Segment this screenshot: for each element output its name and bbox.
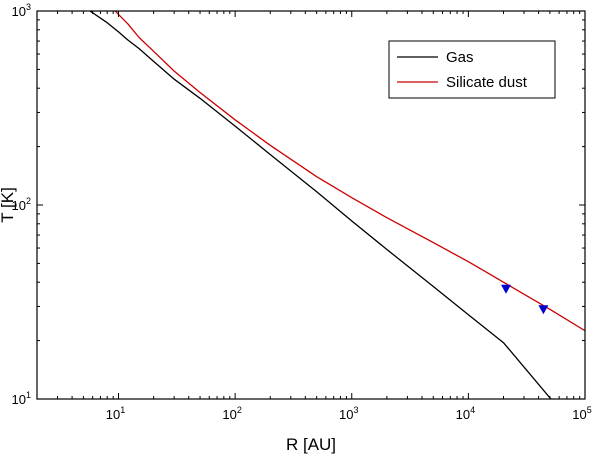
y-tick-label-exp: 3 [26,2,31,12]
marker-triangle-1 [501,284,511,294]
x-tick-label-base: 10 [456,407,470,422]
x-tick-label: 101 [106,405,125,422]
x-tick-label-exp: 5 [587,405,592,415]
series-line-silicate-dust [114,11,585,332]
y-tick-label: 103 [12,2,31,19]
x-tick-label-exp: 3 [353,405,358,415]
x-tick-label: 102 [222,405,241,422]
x-axis-label: R [AU] [286,435,336,454]
series-layer [89,11,585,399]
x-tick-label-base: 10 [106,407,120,422]
y-tick-label: 102 [12,196,31,213]
x-tick-label-base: 10 [572,407,586,422]
y-tick-label-base: 10 [12,392,26,407]
y-axis-label: T [K] [0,187,17,223]
x-tick-label: 104 [456,405,475,422]
series-line-gas [89,11,552,399]
x-tick-label: 103 [339,405,358,422]
x-tick-label-exp: 1 [120,405,125,415]
y-tick-label-exp: 1 [26,390,31,400]
y-tick-label-base: 10 [12,198,26,213]
x-tick-label-exp: 4 [470,405,475,415]
x-tick-label-base: 10 [222,407,236,422]
legend: Gas Silicate dust [388,40,556,99]
marker-triangle-2 [538,305,549,315]
legend-label-silicate-dust: Silicate dust [446,74,528,91]
marker-layer [501,284,549,315]
x-tick-label: 105 [572,405,591,422]
legend-label-gas: Gas [446,49,474,66]
x-tick-label-exp: 2 [237,405,242,415]
x-tick-label-base: 10 [339,407,353,422]
y-tick-label-exp: 2 [26,196,31,206]
legend-box [388,40,556,99]
y-tick-label: 101 [12,390,31,407]
y-tick-label-base: 10 [12,4,26,19]
